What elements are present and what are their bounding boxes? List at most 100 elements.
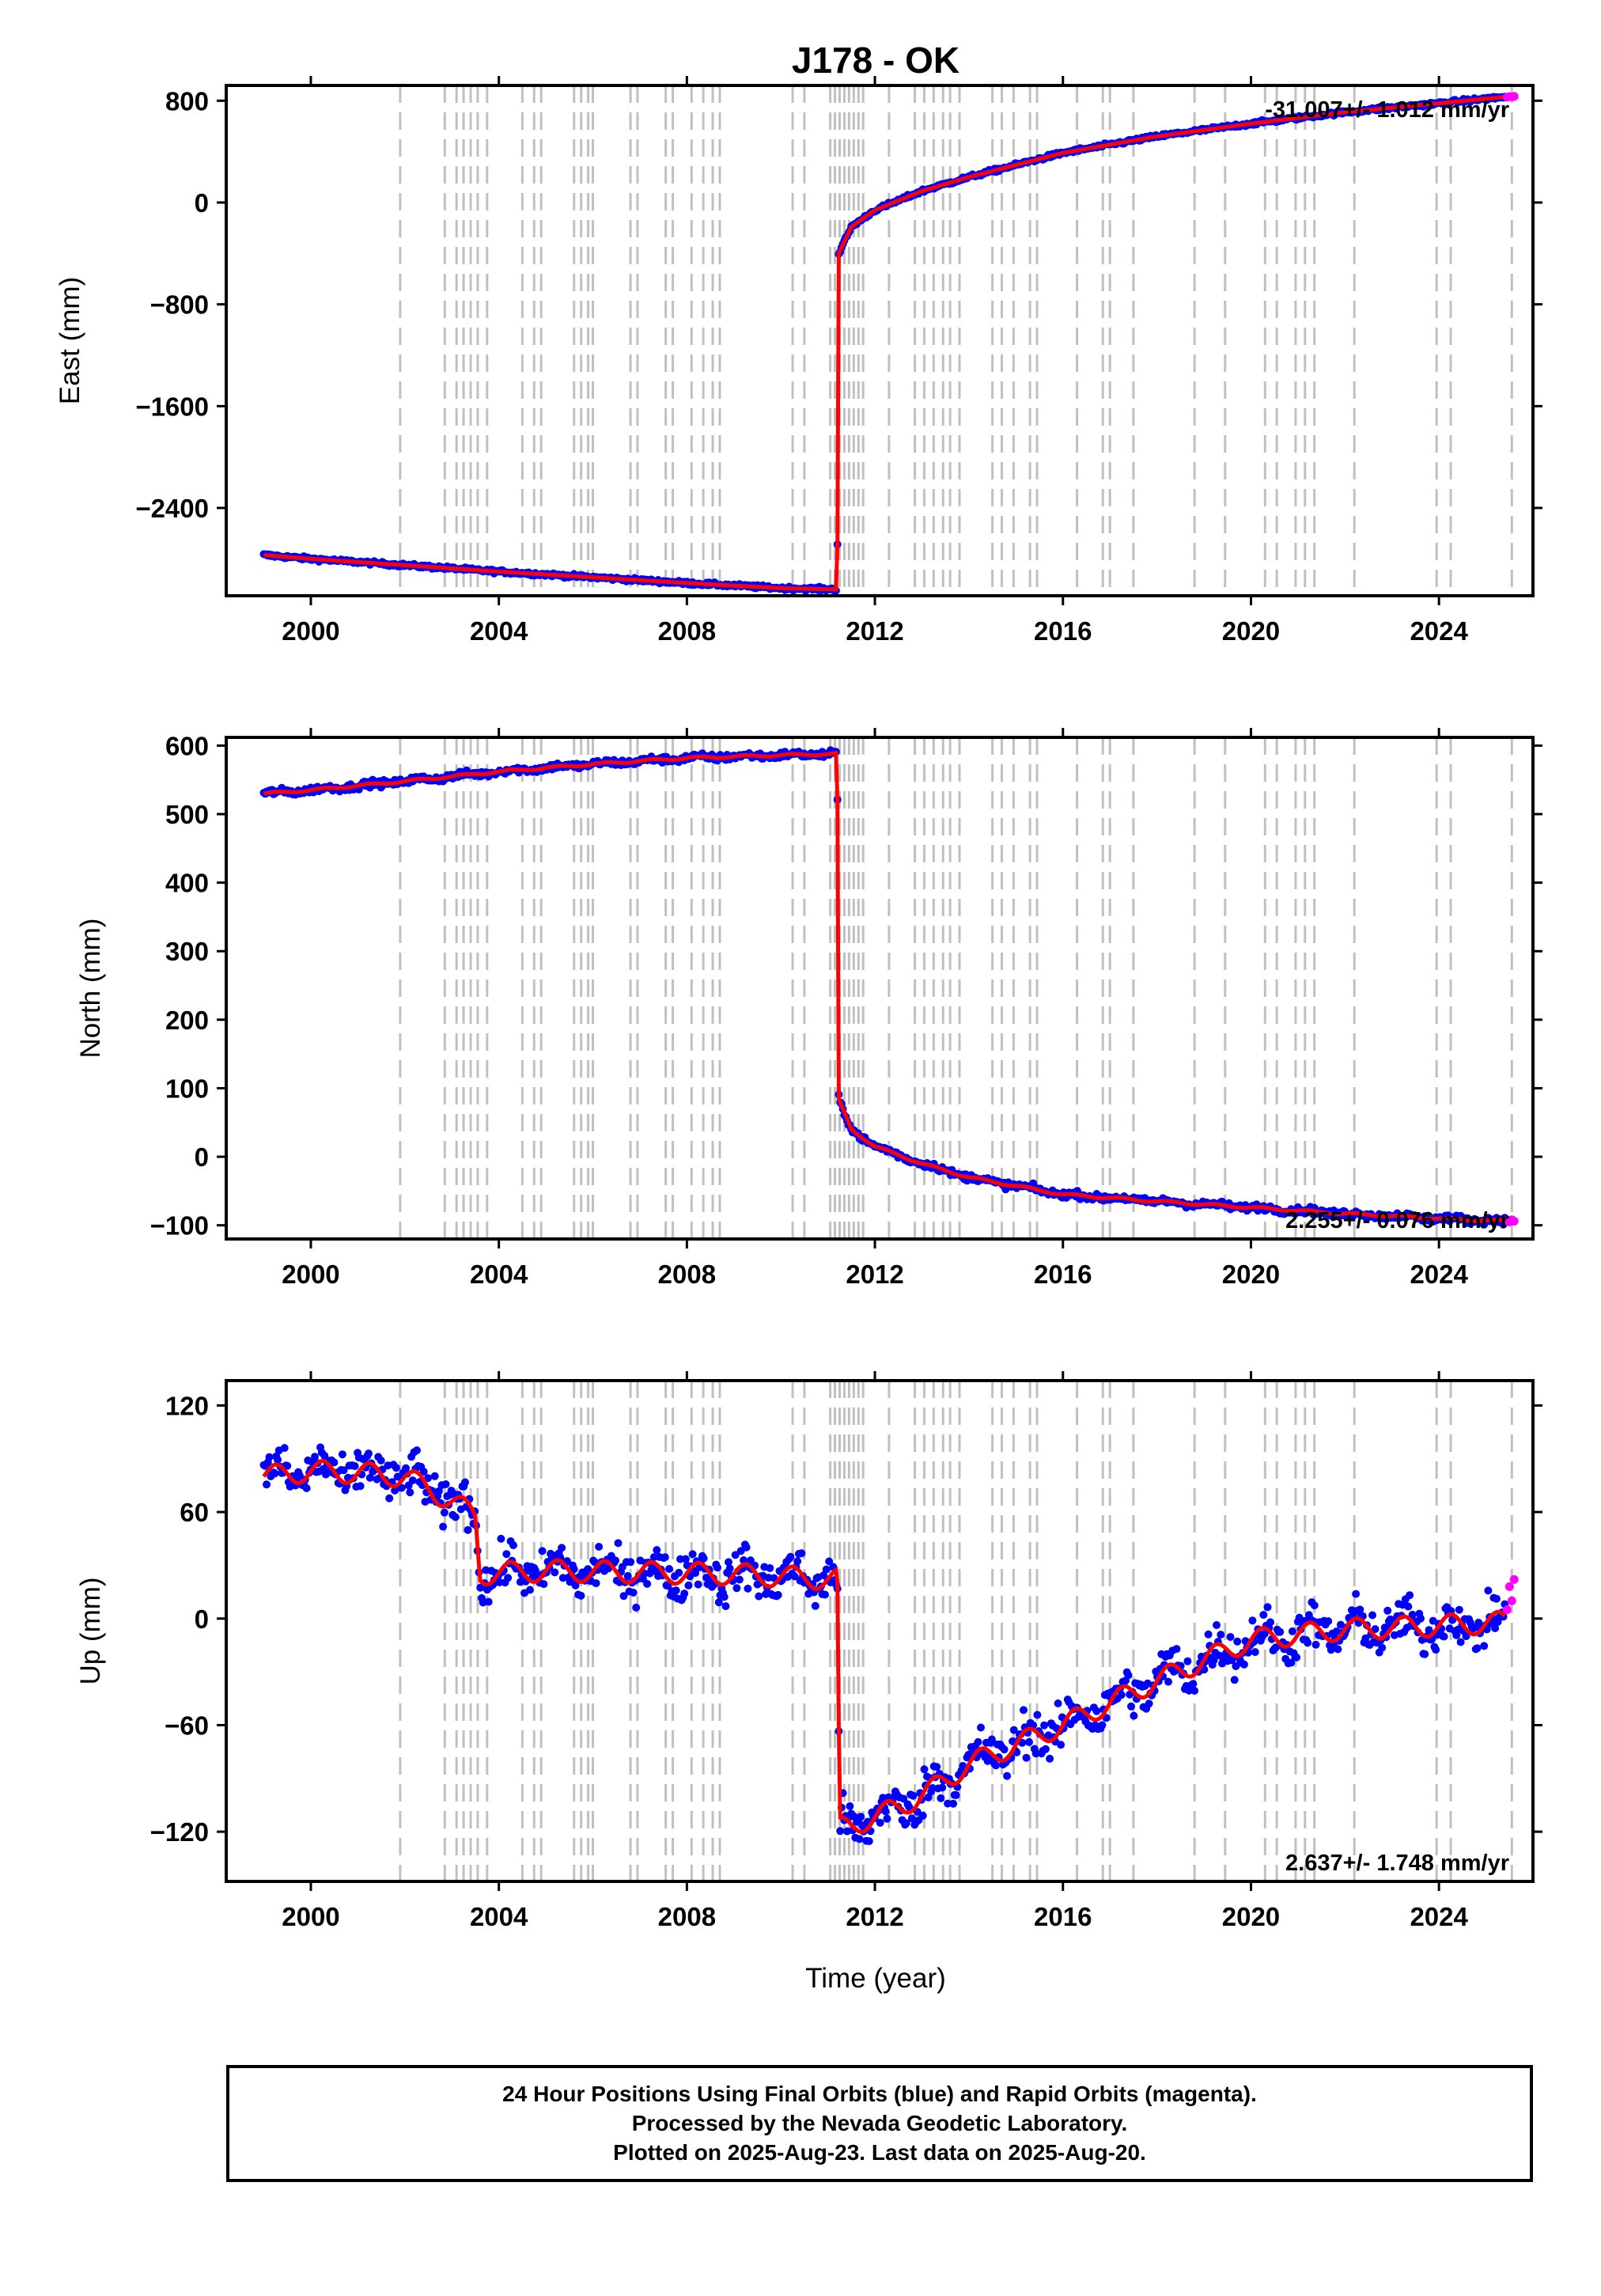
final-orbit-point [992, 1761, 1001, 1770]
final-orbit-point [881, 1807, 890, 1816]
final-orbit-point [1248, 1616, 1257, 1625]
final-orbit-point [1217, 1631, 1225, 1639]
final-orbit-point [1492, 1594, 1501, 1603]
final-orbit-point [1057, 1741, 1065, 1749]
y-tick-label: 120 [165, 1391, 209, 1420]
final-orbit-point [377, 1457, 385, 1464]
panel-up-event-lines [399, 1381, 1513, 1881]
final-orbit-point [1204, 1630, 1213, 1639]
y-tick-label: 600 [165, 731, 209, 760]
final-orbit-point [933, 1763, 941, 1771]
footer-line-plotted: Plotted on 2025-Aug-23. Last data on 202… [613, 2140, 1146, 2165]
footer-line-orbits: 24 Hour Positions Using Final Orbits (bl… [502, 2082, 1257, 2106]
panel-east: 2000 2004 2008 2012 2016 2020 2024 800 0 −800 −160… [55, 76, 1542, 646]
footer-line-processed: Processed by the Nevada Geodetic Laborat… [631, 2111, 1128, 2135]
final-orbit-point [1368, 1611, 1376, 1620]
x-tick-label: 2016 [1034, 1902, 1092, 1931]
final-orbit-point [649, 1553, 658, 1562]
footer-legend-box: 24 Hour Positions Using Final Orbits (bl… [226, 2065, 1533, 2182]
final-orbit-point [691, 1569, 700, 1578]
y-tick-label: 0 [195, 188, 209, 218]
final-orbit-point [1304, 1639, 1312, 1647]
final-orbit-point [632, 1603, 641, 1612]
final-orbit-point [1020, 1706, 1028, 1714]
final-orbit-point [611, 1556, 619, 1565]
y-axis-title: North (mm) [75, 919, 106, 1059]
final-orbit-point [720, 1593, 729, 1601]
final-orbit-point [1124, 1671, 1133, 1680]
final-orbit-point [977, 1723, 985, 1732]
final-orbit-point [1145, 1699, 1153, 1708]
final-orbit-point [461, 1478, 469, 1487]
final-orbit-point [1352, 1589, 1361, 1598]
final-orbit-point [311, 1453, 319, 1461]
final-orbit-point [430, 1472, 439, 1480]
rapid-orbit-point [1509, 1216, 1519, 1226]
final-orbit-point [740, 1556, 748, 1564]
panels-container: 2000 2004 2008 2012 2016 2020 20248000−800−160… [55, 76, 1542, 1931]
final-orbit-point [1356, 1605, 1364, 1614]
final-orbit-point [424, 1474, 432, 1483]
final-orbit-point [1417, 1614, 1425, 1623]
final-orbit-point [952, 1791, 960, 1799]
final-orbit-point [392, 1464, 400, 1472]
final-orbit-point [793, 1557, 802, 1566]
x-tick-label: 2024 [1410, 1902, 1468, 1931]
final-orbit-point [672, 1586, 680, 1595]
y-tick-label: −100 [150, 1211, 209, 1241]
model-fit-line [263, 95, 1505, 592]
x-tick-label: 2020 [1222, 616, 1280, 646]
panel-east-event-lines [399, 85, 1513, 596]
final-orbit-point [271, 1469, 279, 1478]
final-orbit-point [1408, 1610, 1417, 1619]
final-orbit-point [1183, 1657, 1192, 1665]
final-orbit-point [1473, 1644, 1482, 1653]
x-tick-label: 2000 [282, 1902, 339, 1931]
final-orbit-point [944, 1799, 952, 1808]
final-orbit-point [263, 1480, 271, 1489]
panel-north: 2000 2004 2008 2012 2016 2020 2024600500400300… [75, 728, 1542, 1289]
final-orbit-point [790, 1572, 799, 1581]
final-orbit-point [1287, 1658, 1296, 1667]
y-tick-label: −2400 [135, 494, 209, 523]
final-orbit-point [406, 1488, 414, 1497]
final-orbit-point [949, 1799, 958, 1808]
final-orbit-point [836, 1827, 845, 1836]
final-orbit-point [725, 1558, 732, 1567]
final-orbit-point [570, 1565, 578, 1574]
panel-up-frame [225, 1379, 1535, 1883]
final-orbit-point [1263, 1603, 1272, 1612]
final-orbit-point [434, 1487, 443, 1495]
y-tick-label: −120 [150, 1817, 209, 1847]
final-orbit-point [676, 1555, 684, 1563]
final-orbit-point [1233, 1637, 1242, 1646]
final-orbit-point [439, 1522, 448, 1531]
final-orbit-point [1288, 1627, 1296, 1635]
final-orbit-point [920, 1765, 929, 1774]
rate-label: 2.255+/- 0.076 mm/yr [1285, 1208, 1509, 1233]
final-orbit-point [857, 1813, 865, 1821]
final-orbit-point [714, 1598, 723, 1607]
final-orbit-point [876, 1818, 884, 1827]
final-orbit-point [451, 1513, 460, 1521]
x-tick-label: 2000 [282, 1260, 339, 1289]
final-orbit-point [526, 1586, 534, 1594]
rapid-orbit-point [1509, 1574, 1519, 1584]
final-orbit-point [1310, 1601, 1319, 1610]
final-orbit-point [902, 1819, 910, 1828]
final-orbit-point [1130, 1711, 1138, 1720]
final-orbit-point [1404, 1602, 1413, 1611]
panel-east-data [259, 92, 1519, 595]
x-tick-label: 2016 [1034, 1260, 1092, 1289]
final-orbit-point [797, 1549, 806, 1558]
final-orbit-point [1164, 1677, 1172, 1686]
final-orbit-point [680, 1589, 689, 1598]
final-orbit-point [283, 1461, 292, 1470]
final-orbit-point [626, 1558, 635, 1567]
rapid-orbit-point [1507, 1596, 1516, 1605]
final-orbit-point [681, 1555, 690, 1563]
final-orbit-point [987, 1735, 996, 1744]
rapid-orbit-point [1502, 1605, 1512, 1615]
x-tick-label: 2024 [1410, 616, 1468, 646]
